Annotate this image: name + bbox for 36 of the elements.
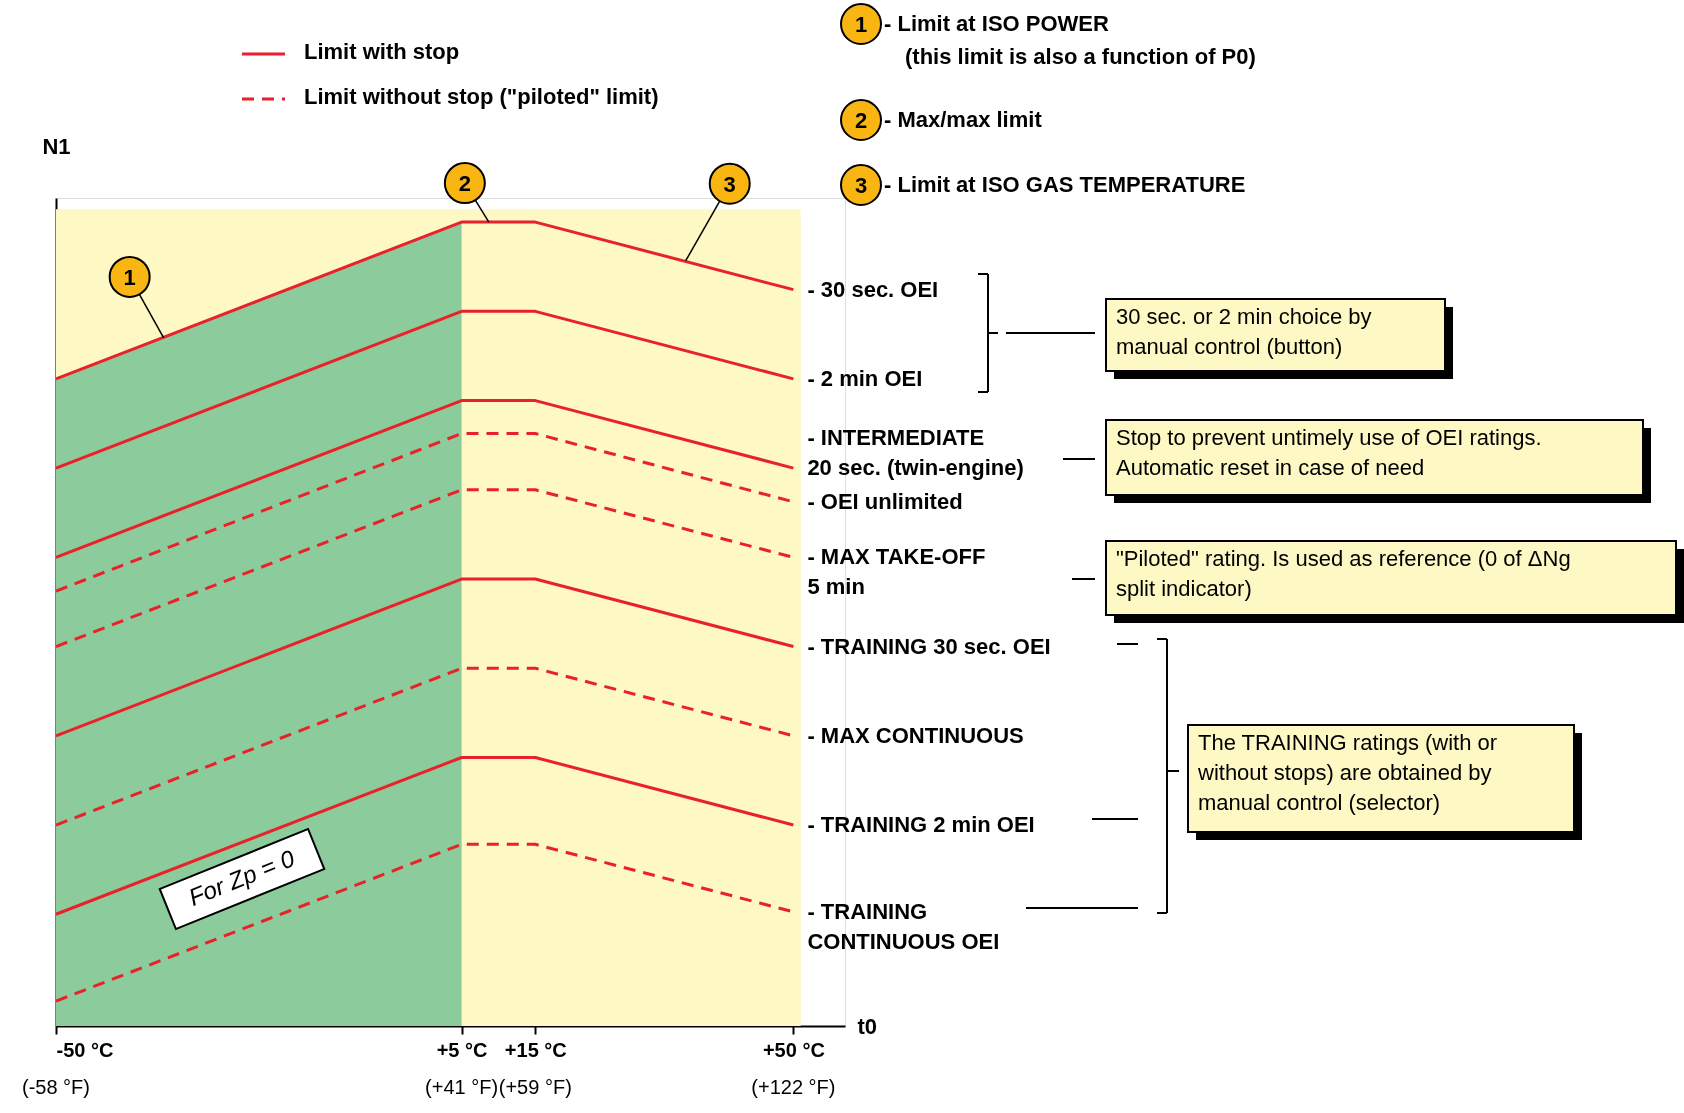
series-label: - TRAINING CONTINUOUS OEI — [807, 898, 1000, 954]
annotation: For Zp = 0 — [184, 843, 299, 911]
text: (-58 °F) — [22, 1076, 90, 1098]
series-label: - 2 min OEI — [807, 365, 923, 391]
text: The TRAINING ratings (with or without stops) are obtained by manual control (selector) — [1197, 730, 1498, 815]
text: Limit with stop — [304, 39, 460, 64]
text: Stop to prevent untimely use of OEI ratings. Automatic reset in case of need — [1116, 425, 1542, 480]
text: Limit without stop ("piloted" limit) — [304, 84, 659, 109]
x-tick-label: +15 °C — [504, 1038, 567, 1061]
series-label: - TRAINING 2 min OEI — [807, 812, 1035, 838]
series-label: - MAX TAKE-OFF 5 min — [807, 544, 986, 600]
x-axis-title: t0 — [857, 1013, 878, 1039]
text: - Limit at ISO POWER — [884, 11, 1110, 36]
series-label: - OEI unlimited — [807, 488, 963, 514]
text: (+59 °F) — [498, 1076, 572, 1098]
text: (+122 °F) — [751, 1076, 836, 1098]
annotation: 1 — [123, 264, 136, 290]
x-tick-label: -50 °C — [56, 1038, 114, 1061]
text: 30 sec. or 2 min choice by manual control (button) — [1116, 304, 1372, 359]
text: - Limit at ISO GAS TEMPERATURE — [884, 172, 1246, 197]
text: "Piloted" rating. Is used as reference (0 of ΔNg split indicator) — [1116, 546, 1571, 601]
text: 3 — [854, 173, 868, 198]
text: 1 — [854, 12, 868, 37]
series-label: - INTERMEDIATE 20 sec. (twin-engine) — [807, 425, 1024, 481]
text: (+41 °F) — [425, 1076, 499, 1098]
text: (this limit is also a function of P0) — [905, 44, 1256, 69]
series-label: - MAX CONTINUOUS — [807, 722, 1024, 748]
annotation: 2 — [458, 171, 471, 197]
annotation: 3 — [723, 171, 736, 197]
x-tick-label: +50 °C — [762, 1038, 825, 1061]
series-label: - TRAINING 30 sec. OEI — [807, 633, 1051, 659]
y-axis-title: N1 — [42, 133, 71, 159]
text: 2 — [854, 108, 868, 133]
series-label: - 30 sec. OEI — [807, 276, 939, 302]
x-tick-label: +5 °C — [436, 1038, 488, 1061]
text: - Max/max limit — [884, 107, 1043, 132]
